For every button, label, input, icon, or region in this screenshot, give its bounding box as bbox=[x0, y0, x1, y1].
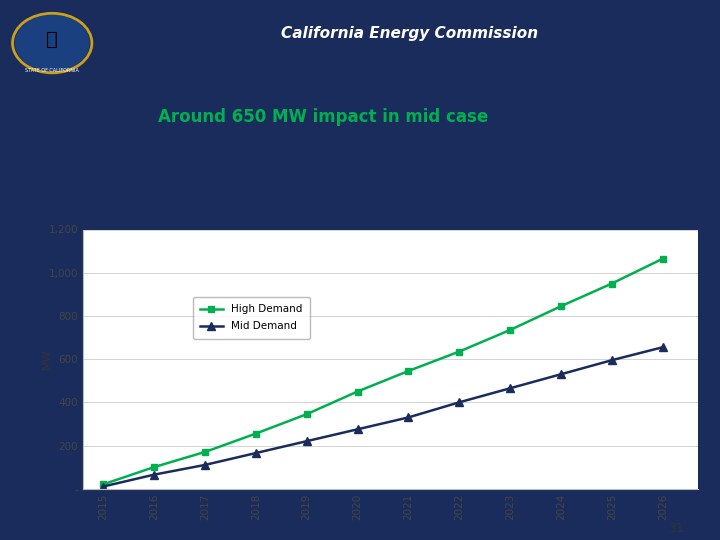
Mid Demand bbox=[404, 414, 413, 421]
Text: Climate Change Impacts: Peak: Climate Change Impacts: Peak bbox=[122, 86, 600, 114]
High Demand bbox=[557, 303, 565, 309]
High Demand bbox=[659, 255, 667, 262]
Circle shape bbox=[9, 10, 96, 76]
Mid Demand bbox=[557, 371, 565, 377]
High Demand bbox=[302, 411, 311, 417]
Circle shape bbox=[16, 16, 89, 71]
High Demand bbox=[404, 368, 413, 374]
High Demand bbox=[455, 348, 464, 355]
Text: STATE OF CALIFORNIA: STATE OF CALIFORNIA bbox=[25, 68, 79, 73]
High Demand bbox=[354, 388, 362, 395]
High Demand bbox=[251, 430, 260, 437]
Mid Demand bbox=[150, 471, 158, 478]
Mid Demand bbox=[354, 426, 362, 433]
Line: Mid Demand: Mid Demand bbox=[99, 343, 667, 491]
Mid Demand bbox=[99, 483, 107, 490]
Mid Demand bbox=[608, 357, 616, 363]
Text: Around 650 MW impact in mid case: Around 650 MW impact in mid case bbox=[158, 108, 489, 126]
Mid Demand bbox=[302, 438, 311, 444]
Legend: High Demand, Mid Demand: High Demand, Mid Demand bbox=[193, 297, 310, 339]
Text: California Energy Commission: California Energy Commission bbox=[281, 26, 539, 41]
High Demand bbox=[150, 464, 158, 470]
High Demand bbox=[608, 280, 616, 287]
High Demand bbox=[99, 481, 107, 488]
Mid Demand bbox=[201, 462, 210, 468]
High Demand bbox=[506, 327, 515, 333]
Text: 🐻: 🐻 bbox=[46, 30, 58, 49]
Mid Demand bbox=[251, 450, 260, 456]
Y-axis label: MW: MW bbox=[42, 349, 52, 369]
Line: High Demand: High Demand bbox=[99, 255, 666, 488]
High Demand bbox=[201, 449, 210, 455]
Mid Demand bbox=[659, 344, 667, 350]
Mid Demand bbox=[455, 399, 464, 406]
Text: 31: 31 bbox=[668, 522, 684, 535]
Mid Demand bbox=[506, 385, 515, 392]
